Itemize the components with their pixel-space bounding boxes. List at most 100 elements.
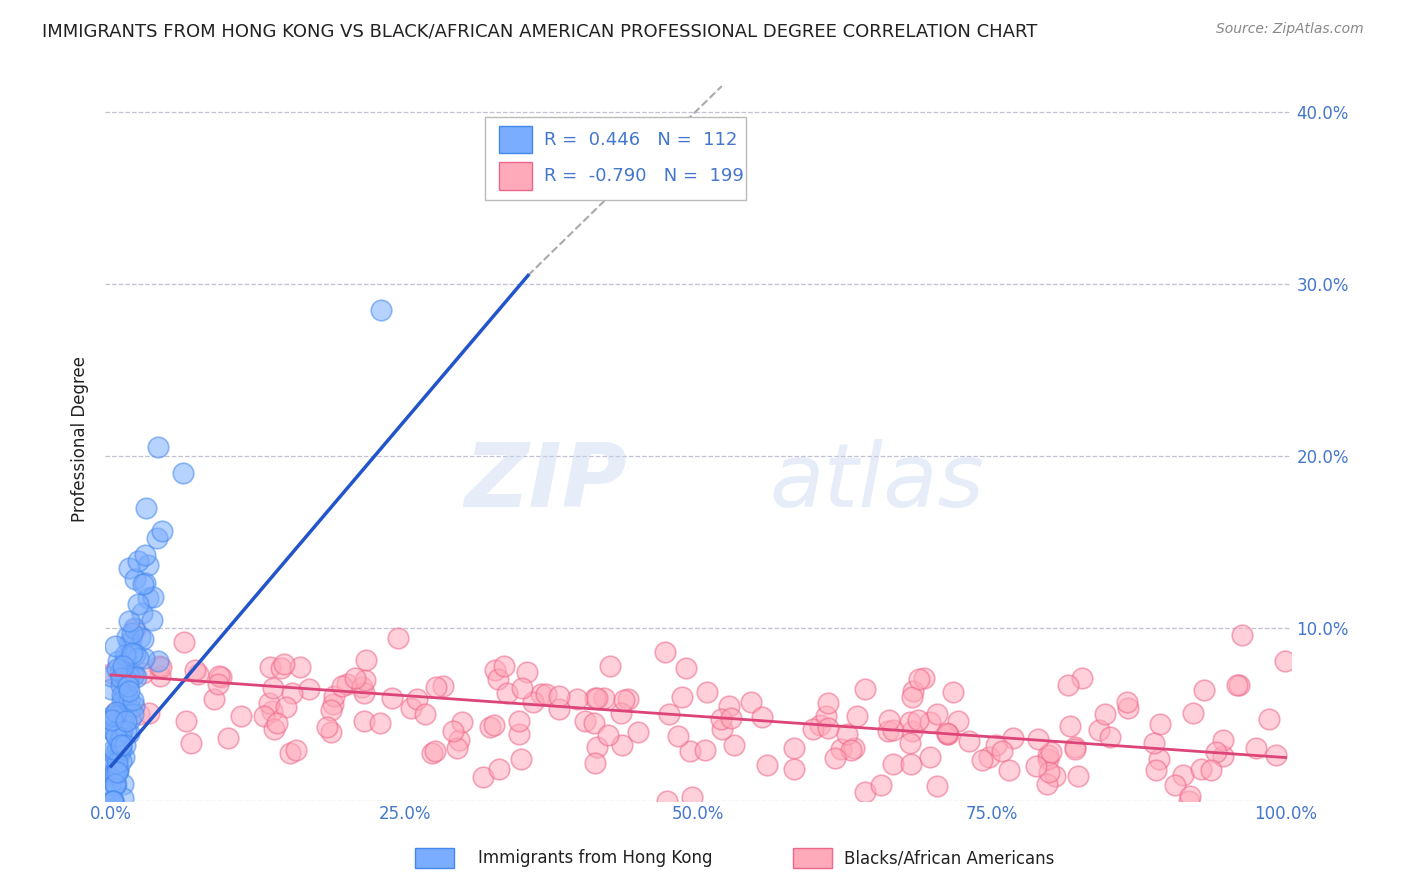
FancyBboxPatch shape: [499, 126, 533, 153]
Point: [901, 690, 924, 704]
Point: [115, 663, 138, 677]
Point: [484, 663, 506, 677]
Point: [285, 743, 308, 757]
Point: [111, 777, 134, 791]
Point: [756, 757, 779, 772]
Point: [288, 659, 311, 673]
Point: [146, 440, 169, 454]
Point: [132, 651, 155, 665]
Point: [1192, 683, 1215, 698]
Point: [723, 739, 745, 753]
Point: [115, 692, 138, 706]
Point: [471, 770, 494, 784]
Point: [596, 728, 619, 742]
Point: [657, 794, 679, 808]
Point: [478, 720, 501, 734]
Point: [586, 690, 609, 705]
Point: [114, 651, 136, 665]
Point: [319, 703, 342, 717]
Point: [105, 764, 128, 779]
Point: [110, 678, 132, 692]
Point: [1040, 745, 1063, 759]
Point: [907, 713, 929, 727]
Point: [839, 743, 862, 757]
Point: [122, 707, 145, 722]
Point: [132, 577, 155, 591]
Point: [1064, 742, 1087, 756]
Point: [103, 747, 125, 761]
Point: [1227, 678, 1250, 692]
Point: [120, 702, 142, 716]
Point: [801, 722, 824, 736]
Point: [101, 708, 124, 723]
Point: [118, 693, 141, 707]
Point: [103, 769, 125, 783]
Point: [1182, 706, 1205, 721]
Point: [783, 762, 806, 776]
Point: [110, 726, 132, 740]
Text: Immigrants from Hong Kong: Immigrants from Hong Kong: [478, 849, 713, 867]
Point: [141, 613, 163, 627]
Point: [1043, 769, 1066, 783]
Point: [138, 706, 160, 721]
Point: [104, 776, 127, 790]
Point: [354, 653, 377, 667]
Point: [118, 712, 141, 726]
Point: [270, 661, 292, 675]
Point: [998, 763, 1021, 777]
Point: [565, 692, 588, 706]
Text: R =  0.446   N =  112: R = 0.446 N = 112: [544, 130, 738, 149]
Point: [105, 777, 128, 791]
Point: [1116, 700, 1139, 714]
Point: [132, 665, 155, 680]
Point: [530, 687, 553, 701]
Point: [120, 633, 142, 648]
Point: [1258, 712, 1281, 726]
Point: [118, 614, 141, 628]
Point: [1177, 794, 1199, 808]
Point: [103, 769, 125, 783]
Point: [1212, 749, 1234, 764]
Point: [898, 714, 921, 729]
Point: [901, 684, 924, 698]
Point: [112, 710, 135, 724]
Point: [105, 756, 128, 770]
Point: [381, 690, 404, 705]
Point: [112, 791, 135, 805]
Point: [695, 743, 717, 757]
Point: [217, 731, 239, 746]
Point: [936, 727, 959, 741]
Point: [136, 591, 159, 605]
Point: [882, 757, 904, 772]
Point: [720, 711, 742, 725]
Point: [1230, 628, 1253, 642]
Point: [1067, 769, 1090, 783]
Point: [447, 733, 470, 747]
Point: [108, 665, 131, 679]
Point: [432, 679, 454, 693]
Point: [782, 740, 804, 755]
Point: [173, 635, 195, 649]
Point: [1056, 678, 1078, 692]
Point: [105, 741, 128, 756]
Point: [100, 794, 122, 808]
Point: [508, 727, 530, 741]
Point: [259, 660, 281, 674]
Point: [117, 683, 139, 698]
Point: [298, 682, 321, 697]
Point: [115, 630, 138, 644]
Point: [711, 722, 734, 736]
Point: [322, 697, 344, 711]
Point: [101, 709, 124, 723]
Point: [399, 700, 422, 714]
Point: [322, 689, 344, 703]
Text: R =  -0.790   N =  199: R = -0.790 N = 199: [544, 167, 744, 185]
Point: [423, 744, 446, 758]
Point: [135, 501, 157, 516]
Point: [420, 747, 443, 761]
Point: [488, 762, 510, 776]
Point: [1163, 778, 1185, 792]
Point: [441, 723, 464, 738]
Point: [610, 738, 633, 752]
Point: [101, 665, 124, 680]
